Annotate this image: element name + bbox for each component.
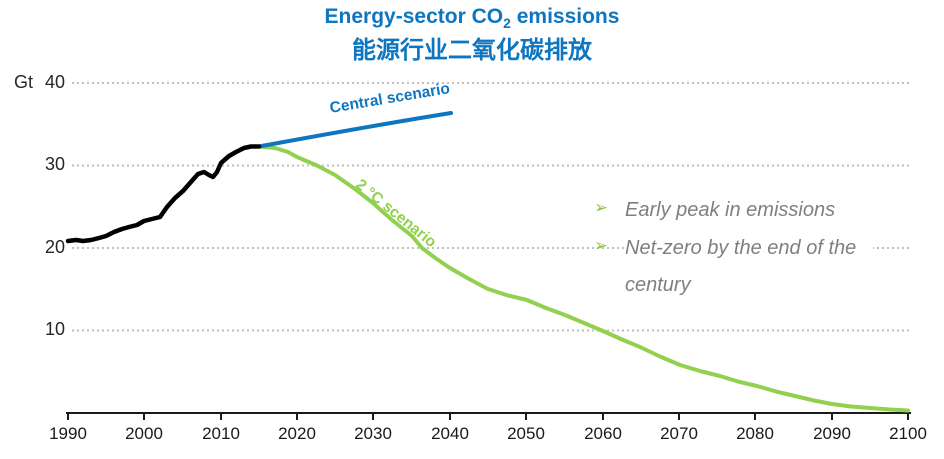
central-scenario-line [257,111,453,149]
x-tick-2040: 2040 [431,424,469,443]
chart-subtitle-chinese: 能源行业二氧化碳排放 [352,37,592,65]
x-tick-2050: 2050 [507,424,545,443]
x-tick-2030: 2030 [354,424,392,443]
x-tick-2010: 2010 [202,424,240,443]
x-tick-2090: 2090 [813,424,851,443]
bullet-early-peak: Early peak in emissions [625,192,836,229]
x-tick-2060: 2060 [584,424,622,443]
x-tick-2000: 2000 [125,424,163,443]
title-text-pre: Energy-sector CO [324,5,504,28]
title-subscript: 2 [503,15,511,32]
historical-line [65,144,262,244]
y-tick-40: 40 [44,72,65,92]
bullet-arrow-icon: ➢ [594,198,609,217]
title-text-post: emissions [510,5,620,28]
chart-title: Energy-sector CO2 emissions [0,4,944,36]
x-axis-ticks [67,413,909,420]
y-tick-30: 30 [44,154,65,174]
x-tick-1990: 1990 [49,424,87,443]
title-block: Energy-sector CO2 emissions 能源行业二氧化碳排放 [0,4,944,66]
bullet-net-zero: Net-zero by the end of the century [625,230,873,304]
y-axis-unit: Gt [14,72,34,92]
y-tick-10: 10 [44,319,65,339]
two-deg-scenario-line [257,144,910,413]
x-tick-2020: 2020 [278,424,316,443]
y-tick-20: 20 [44,237,65,257]
bullet-arrow-icon: ➢ [594,236,609,255]
x-tick-2070: 2070 [660,424,698,443]
x-tick-2080: 2080 [736,424,774,443]
x-tick-2100: 2100 [889,424,927,443]
